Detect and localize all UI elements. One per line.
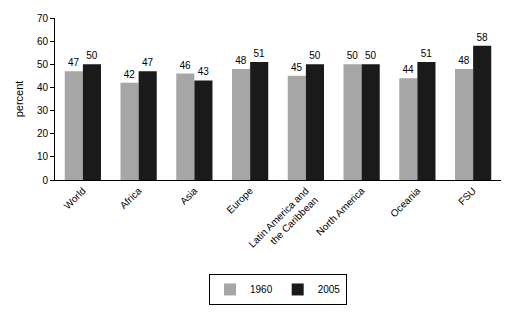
svg-text:45: 45 <box>291 62 303 73</box>
svg-text:47: 47 <box>68 57 80 68</box>
svg-text:70: 70 <box>37 13 49 24</box>
svg-text:1960: 1960 <box>250 284 273 295</box>
svg-text:20: 20 <box>37 128 49 139</box>
svg-text:0: 0 <box>42 175 48 186</box>
svg-text:47: 47 <box>142 57 154 68</box>
svg-text:percent: percent <box>13 81 25 118</box>
svg-text:48: 48 <box>458 55 470 66</box>
svg-text:50: 50 <box>86 50 98 61</box>
svg-text:46: 46 <box>180 60 192 71</box>
svg-text:Asia: Asia <box>178 185 200 207</box>
svg-text:58: 58 <box>476 32 488 43</box>
svg-text:10: 10 <box>37 151 49 162</box>
svg-text:North America: North America <box>314 185 367 238</box>
svg-text:50: 50 <box>365 50 377 61</box>
svg-text:48: 48 <box>235 55 247 66</box>
svg-text:Europe: Europe <box>224 185 255 216</box>
svg-text:50: 50 <box>309 50 321 61</box>
svg-text:50: 50 <box>347 50 359 61</box>
svg-text:51: 51 <box>253 48 265 59</box>
svg-text:Latin America andthe Caribbean: Latin America andthe Caribbean <box>246 185 320 259</box>
svg-text:50: 50 <box>37 59 49 70</box>
svg-text:Africa: Africa <box>118 185 144 211</box>
svg-text:World: World <box>62 185 88 211</box>
svg-text:2005: 2005 <box>318 284 341 295</box>
svg-text:51: 51 <box>421 48 433 59</box>
svg-text:60: 60 <box>37 36 49 47</box>
svg-text:43: 43 <box>198 66 210 77</box>
svg-text:30: 30 <box>37 105 49 116</box>
svg-text:FSU: FSU <box>456 185 478 207</box>
svg-text:Oceania: Oceania <box>388 185 422 219</box>
svg-text:42: 42 <box>124 69 136 80</box>
svg-text:40: 40 <box>37 82 49 93</box>
svg-text:44: 44 <box>403 64 415 75</box>
